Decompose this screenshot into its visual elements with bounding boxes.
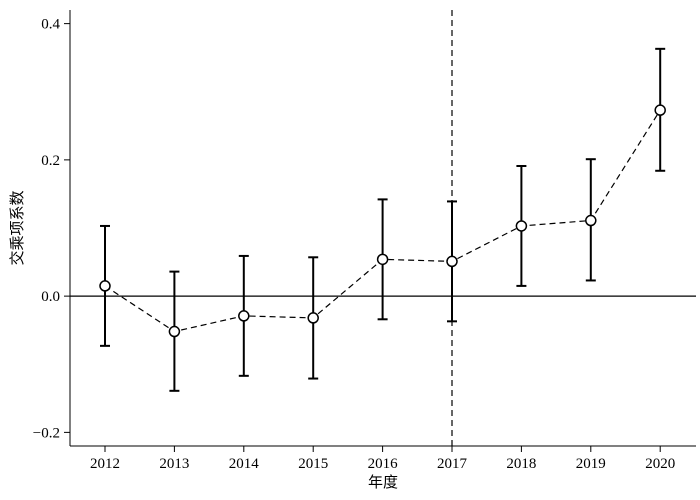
tick-labels: −0.2 0.0 0.2 0.4 2012 2013 2014 2015 2016 2017 201… xyxy=(33,17,675,472)
data-point xyxy=(515,220,528,232)
x-tick-label: 2015 xyxy=(298,456,328,472)
y-axis-label: 交乘项系数 xyxy=(8,190,26,265)
y-tick-label: 0.2 xyxy=(41,153,60,169)
x-axis-label: 年度 xyxy=(368,473,398,491)
x-tick-label: 2017 xyxy=(437,456,468,472)
error-bars xyxy=(100,47,666,392)
data-point xyxy=(654,104,666,116)
x-tick-label: 2020 xyxy=(645,456,675,472)
x-tick-label: 2013 xyxy=(159,456,189,472)
data-point xyxy=(168,325,181,338)
y-tick-label: −0.2 xyxy=(33,425,60,441)
data-points xyxy=(99,104,666,338)
data-point xyxy=(376,253,389,266)
x-tick-label: 2014 xyxy=(229,456,260,472)
x-tick-label: 2018 xyxy=(506,456,536,472)
data-point xyxy=(585,214,597,227)
data-point xyxy=(307,312,319,324)
x-tick-label: 2012 xyxy=(90,456,120,472)
x-tick-label: 2019 xyxy=(576,456,606,472)
data-point xyxy=(238,310,250,322)
x-tick-label: 2016 xyxy=(368,456,399,472)
y-tick-label: 0.0 xyxy=(41,289,60,305)
data-point xyxy=(446,255,458,268)
data-point xyxy=(99,280,111,292)
axes xyxy=(64,10,696,452)
y-tick-label: 0.4 xyxy=(41,17,60,33)
